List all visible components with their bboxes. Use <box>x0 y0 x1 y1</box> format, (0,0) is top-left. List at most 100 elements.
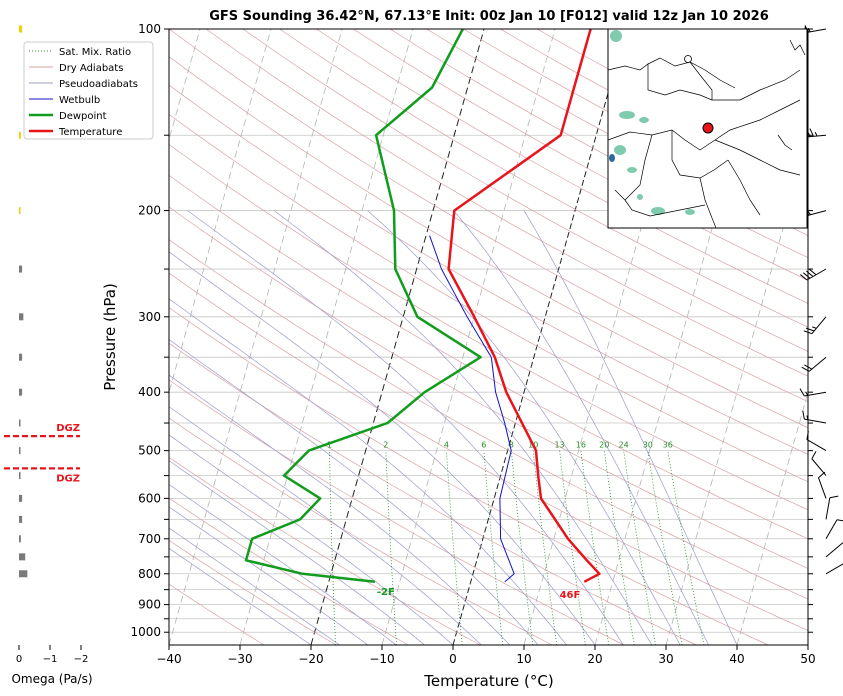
barb-half <box>805 391 809 396</box>
barb-shaft <box>811 316 827 334</box>
isotherm-line <box>310 29 485 645</box>
mix-ratio-label: 20 <box>599 441 609 450</box>
mix-ratio-line <box>559 450 586 645</box>
mix-ratio-label: 16 <box>576 441 586 450</box>
y-tick-label: 800 <box>138 567 161 581</box>
dry-adiabat-line <box>169 143 808 511</box>
omega-bar <box>19 570 28 578</box>
dry-adiabat-line <box>169 239 808 600</box>
wind-barb <box>800 268 827 281</box>
dry-adiabat-line <box>169 379 625 645</box>
dry-adiabat-line <box>242 29 808 352</box>
omega-bar <box>19 553 26 561</box>
mix-ratio-line <box>580 450 610 645</box>
dry-adiabat-line <box>169 56 808 429</box>
dry-adiabat-line <box>169 84 808 455</box>
omega-bar <box>19 494 23 502</box>
omega-bar <box>19 472 21 480</box>
mix-ratio-label: 30 <box>643 441 653 450</box>
legend-entry: Temperature <box>58 127 122 138</box>
precip-core <box>609 154 615 162</box>
barb-shaft <box>804 134 827 138</box>
mix-ratio-line <box>446 450 463 645</box>
legend-box <box>23 41 154 140</box>
y-tick-label: 400 <box>138 385 161 399</box>
x-tick-label: −20 <box>298 652 323 666</box>
dry-adiabat-line <box>279 29 808 328</box>
dry-adiabat-line <box>169 29 808 403</box>
dry-adiabat-line <box>353 29 808 281</box>
dry-adiabat-line <box>169 342 697 645</box>
y-tick-label: 900 <box>138 598 161 612</box>
barb-flag <box>811 451 817 459</box>
dry-adiabat-line <box>169 456 481 645</box>
x-tick-label: −10 <box>369 652 394 666</box>
x-axis-label: Temperature (°C) <box>423 672 553 690</box>
isotherm-line <box>452 29 627 645</box>
omega-bar <box>19 447 21 455</box>
axes: −40 −30 −20 −10 0 10 20 30 40 50 100 200 300 400 500 60… <box>130 22 815 666</box>
barb-half <box>807 210 811 216</box>
barb-flag <box>803 272 811 279</box>
mix-ratio-label: 13 <box>554 441 564 450</box>
pseudoadiabat-line <box>453 210 709 645</box>
wind-barb <box>806 431 827 452</box>
omega-bar <box>19 515 23 523</box>
dry-adiabat-line <box>169 539 337 645</box>
barb-shaft <box>825 542 843 558</box>
barb-shaft <box>806 268 827 281</box>
wind-barb <box>825 519 843 540</box>
inset-borders <box>607 39 806 229</box>
mix-ratio-label: 8 <box>509 441 514 450</box>
wind-barb <box>799 388 827 397</box>
isotherm-line <box>169 29 343 645</box>
wind-barb <box>825 495 839 520</box>
pseudoadiabat-line <box>169 460 425 645</box>
pseudoadiabat-line <box>169 374 511 645</box>
surface-temp-label: 46F <box>560 590 581 601</box>
mix-ratio-label: 6 <box>481 441 486 450</box>
dry-adiabat-line <box>169 272 808 631</box>
isotherm-line <box>807 643 808 645</box>
dry-adiabat-line <box>169 206 808 569</box>
mix-ratio-label: 4 <box>444 441 449 450</box>
x-tick-label: −40 <box>156 652 181 666</box>
x-tick-label: 0 <box>449 652 457 666</box>
barb-flag <box>829 495 839 499</box>
barb-flag <box>806 431 809 440</box>
wind-barb <box>802 410 827 424</box>
pseudoadiabat-line <box>169 251 596 645</box>
x-tick-label: 40 <box>729 652 744 666</box>
pseudoadiabat-line <box>169 339 539 645</box>
omega-tick-label: 0 <box>16 654 22 665</box>
barb-flag <box>818 471 826 479</box>
pseudoadiabat-line <box>169 547 312 645</box>
wind-barb <box>811 451 827 476</box>
dry-adiabat-line <box>169 113 808 483</box>
x-tick-label: −30 <box>227 652 252 666</box>
plot-frame <box>168 28 809 646</box>
omega-panel: 0 −1 −2 DGZ DGZ <box>4 25 88 665</box>
mix-ratio-line <box>385 450 397 645</box>
dry-adiabat-line <box>316 29 808 304</box>
x-tick-label: 30 <box>658 652 673 666</box>
dry-adiabat-line <box>205 29 808 377</box>
x-tick-label: 10 <box>516 652 531 666</box>
location-marker <box>702 122 714 134</box>
omega-tick-label: −1 <box>43 654 58 665</box>
omega-bar <box>19 419 21 427</box>
mix-ratio-line <box>483 450 504 645</box>
y-axis-label: Pressure (hPa) <box>101 283 119 391</box>
mix-ratio-line <box>532 450 558 645</box>
mix-ratio-label: 24 <box>619 441 629 450</box>
barb-flag <box>836 519 843 522</box>
series-dewpoint <box>244 29 482 584</box>
profile-lines <box>244 29 601 584</box>
mix-ratio-label: 2 <box>383 441 388 450</box>
dgz-label: DGZ <box>56 473 80 484</box>
chart-title: GFS Sounding 36.42°N, 67.13°E Init: 00z … <box>209 9 769 24</box>
isotherm-line <box>239 29 414 645</box>
surface-dewpoint-label: -2F <box>377 587 395 598</box>
legend-entry: Dewpoint <box>59 111 107 122</box>
